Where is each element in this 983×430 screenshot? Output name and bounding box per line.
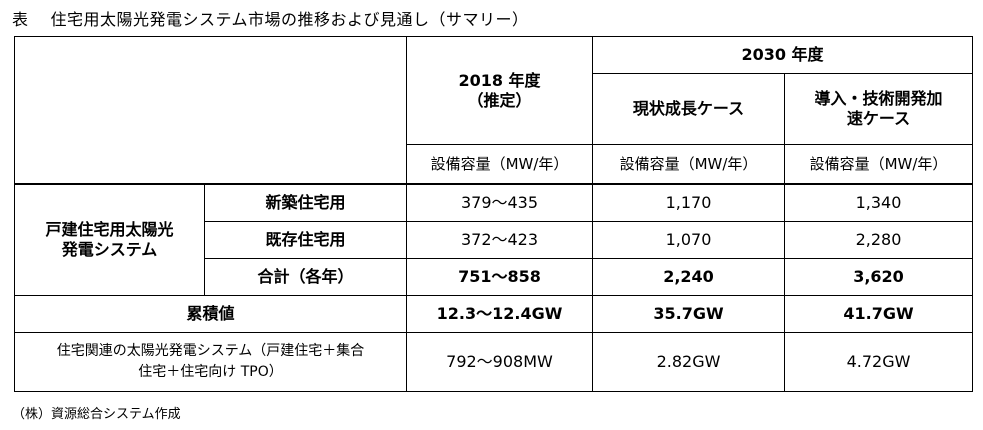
- header-2030: 2030 年度: [591, 36, 974, 74]
- cell-growth: 1,170: [592, 183, 785, 222]
- cell-accel: 1,340: [783, 183, 974, 222]
- cell-growth: 2,240: [592, 258, 785, 296]
- cell-growth: 35.7GW: [592, 295, 785, 333]
- cell-accel: 4.72GW: [783, 332, 974, 392]
- unit-2018: 設備容量（MW/年）: [406, 144, 593, 185]
- header-2018: 2018 年度 （推定）: [406, 36, 593, 145]
- cell-2018: 792～908MW: [406, 332, 593, 392]
- row-label: 合計（各年）: [204, 258, 407, 296]
- table-title-text: 住宅用太陽光発電システム市場の推移および見通し（サマリー）: [50, 10, 529, 29]
- cell-accel: 2,280: [783, 221, 974, 259]
- cell-2018: 12.3～12.4GW: [406, 295, 593, 333]
- table-row: 既存住宅用 372～423 1,070 2,280: [15, 221, 974, 259]
- header-case-accel: 導入・技術開発加 速ケース: [783, 73, 974, 145]
- row-label: 既存住宅用: [204, 221, 407, 259]
- table-row: 合計（各年） 751～858 2,240 3,620: [15, 258, 974, 296]
- table-row: 累積値 12.3～12.4GW 35.7GW 41.7GW: [14, 295, 974, 333]
- table-title: 表 住宅用太陽光発電システム市場の推移および見通し（サマリー）: [12, 6, 529, 30]
- summary-table: 2018 年度 （推定） 2030 年度 現状成長ケース 導入・技術開発加 速ケ…: [14, 36, 974, 392]
- cell-accel: 3,620: [783, 258, 974, 296]
- unit-accel: 設備容量（MW/年）: [783, 144, 974, 185]
- cell-growth: 2.82GW: [592, 332, 785, 392]
- cell-growth: 1,070: [592, 221, 785, 259]
- row-label: 新築住宅用: [204, 183, 407, 222]
- cell-2018: 379～435: [406, 183, 593, 222]
- cell-accel: 41.7GW: [783, 295, 974, 333]
- table-title-label: 表: [12, 10, 29, 29]
- table-row: 住宅関連の太陽光発電システム（戸建住宅＋集合 住宅＋住宅向け TPO） 792～…: [14, 332, 974, 392]
- unit-growth: 設備容量（MW/年）: [592, 144, 785, 185]
- header-blank-cell: [14, 36, 407, 185]
- row-label: 累積値: [14, 295, 407, 333]
- cell-2018: 372～423: [406, 221, 593, 259]
- row-label: 住宅関連の太陽光発電システム（戸建住宅＋集合 住宅＋住宅向け TPO）: [14, 332, 407, 392]
- table-row: 戸建住宅用太陽光 発電システム 新築住宅用 379～435 1,170 1,34…: [14, 183, 974, 296]
- group-label: 戸建住宅用太陽光 発電システム: [14, 183, 205, 296]
- header-case-growth: 現状成長ケース: [592, 73, 785, 145]
- source-note: （株）資源総合システム作成: [12, 407, 181, 422]
- cell-2018: 751～858: [406, 258, 593, 296]
